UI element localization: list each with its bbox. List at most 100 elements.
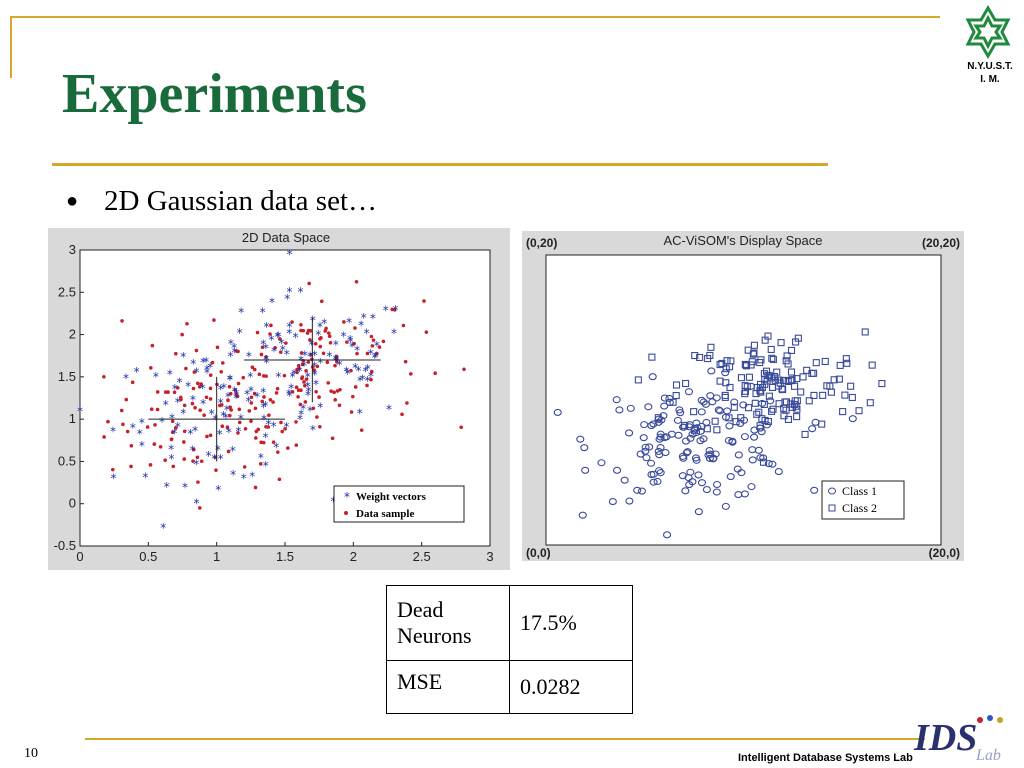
weight-vector-point: * xyxy=(168,443,174,457)
weight-vector-point: * xyxy=(227,373,233,387)
data-sample-point xyxy=(170,430,175,435)
data-sample-point xyxy=(225,425,230,430)
class2-point xyxy=(703,425,711,433)
class1-point xyxy=(647,421,656,430)
class2-point xyxy=(737,374,745,382)
data-sample-point xyxy=(191,459,195,463)
class1-point xyxy=(724,436,733,445)
corner-label: (20,0) xyxy=(929,546,960,560)
weight-vector-point: * xyxy=(337,358,343,372)
data-sample-point xyxy=(236,381,241,386)
data-sample-point xyxy=(220,424,225,429)
data-sample-point xyxy=(199,459,204,464)
data-sample-point xyxy=(267,413,271,418)
weight-vector-point: * xyxy=(305,370,311,384)
weight-vector-point: * xyxy=(374,339,380,353)
weight-vector-point: * xyxy=(247,370,253,384)
weight-vector-point: * xyxy=(307,349,313,363)
data-sample-point xyxy=(228,413,232,418)
data-sample-point xyxy=(190,401,195,406)
data-sample-point xyxy=(194,348,199,353)
corner-label: (20,20) xyxy=(922,236,960,250)
data-sample-point xyxy=(321,351,326,356)
class2-point xyxy=(682,379,690,388)
class1-point xyxy=(721,502,730,510)
data-sample-point xyxy=(249,401,254,405)
class1-point xyxy=(676,409,685,417)
class2-point xyxy=(749,350,757,358)
class2-point xyxy=(758,415,766,423)
weight-vector-point: * xyxy=(137,427,143,441)
weight-vector-point: * xyxy=(110,472,116,486)
class2-point xyxy=(818,420,826,428)
weight-vector-point: * xyxy=(286,389,292,403)
weight-vector-point: * xyxy=(352,361,358,375)
corner-label: (0,0) xyxy=(526,546,551,560)
data-sample-point xyxy=(266,425,271,429)
weight-vector-point: * xyxy=(311,360,317,374)
data-sample-point xyxy=(148,463,153,467)
weight-vector-point: * xyxy=(286,327,292,341)
ids-lab-logo-icon: IDS Lab xyxy=(913,715,1003,764)
class1-point xyxy=(750,433,759,441)
data-sample-point xyxy=(278,350,283,354)
data-sample-point xyxy=(182,457,187,461)
label-line1: MSE xyxy=(397,669,443,694)
weight-vector-point: * xyxy=(364,327,370,341)
class1-point xyxy=(678,452,687,460)
weight-vector-point: * xyxy=(175,420,181,434)
class1-point xyxy=(626,404,635,412)
table-cell-label: MSE xyxy=(386,660,510,714)
data-sample-point xyxy=(408,372,413,376)
class2-point xyxy=(775,400,783,408)
x-tick-label: 1.5 xyxy=(276,549,294,564)
class2-point xyxy=(836,361,844,369)
weight-vector-point: * xyxy=(317,400,323,414)
class2-point xyxy=(672,381,681,389)
data-sample-point xyxy=(319,336,323,340)
weight-vector-point: * xyxy=(305,380,311,394)
weight-vector-point: * xyxy=(258,451,264,465)
class2-point xyxy=(764,332,772,340)
class2-point xyxy=(737,414,745,422)
weight-vector-point: * xyxy=(291,367,297,381)
weight-vector-point: * xyxy=(275,329,281,343)
class1-point xyxy=(608,497,617,506)
data-sample-point xyxy=(349,368,353,373)
class1-point xyxy=(706,450,715,458)
class1-point xyxy=(696,437,705,445)
weight-vector-point: * xyxy=(130,421,136,435)
legend-class1-marker xyxy=(828,487,836,495)
data-sample-point xyxy=(354,279,359,284)
weight-vector-point: * xyxy=(260,385,266,399)
data-sample-point xyxy=(329,389,333,393)
class1-point xyxy=(734,491,743,499)
weight-vector-point: * xyxy=(284,347,290,361)
data-sample-point xyxy=(229,408,233,412)
class1-point xyxy=(686,468,695,476)
weight-vector-point: * xyxy=(264,320,270,334)
page-title: Experiments xyxy=(62,63,367,125)
data-sample-point xyxy=(309,352,313,357)
data-sample-point xyxy=(130,380,135,385)
class1-point xyxy=(747,483,756,491)
weight-vector-point: * xyxy=(227,372,233,386)
ids-logo-text: IDS xyxy=(913,717,977,759)
class2-point xyxy=(787,346,796,354)
weight-vector-point: * xyxy=(360,372,366,386)
class1-point xyxy=(716,407,725,415)
data-sample-point xyxy=(260,345,265,350)
data-sample-point xyxy=(221,361,225,365)
x-tick-label: 2.5 xyxy=(413,549,431,564)
data-sample-point xyxy=(300,375,305,379)
data-sample-point xyxy=(313,341,318,346)
data-sample-point xyxy=(353,326,357,330)
legend-data-marker xyxy=(344,511,348,515)
class1-point xyxy=(613,466,622,474)
logo-text-line2: I. M. xyxy=(980,74,1000,85)
class1-point xyxy=(649,470,658,478)
class1-point xyxy=(645,443,654,451)
data-sample-point xyxy=(191,447,196,452)
class2-point xyxy=(793,375,801,383)
data-sample-point xyxy=(226,449,231,454)
